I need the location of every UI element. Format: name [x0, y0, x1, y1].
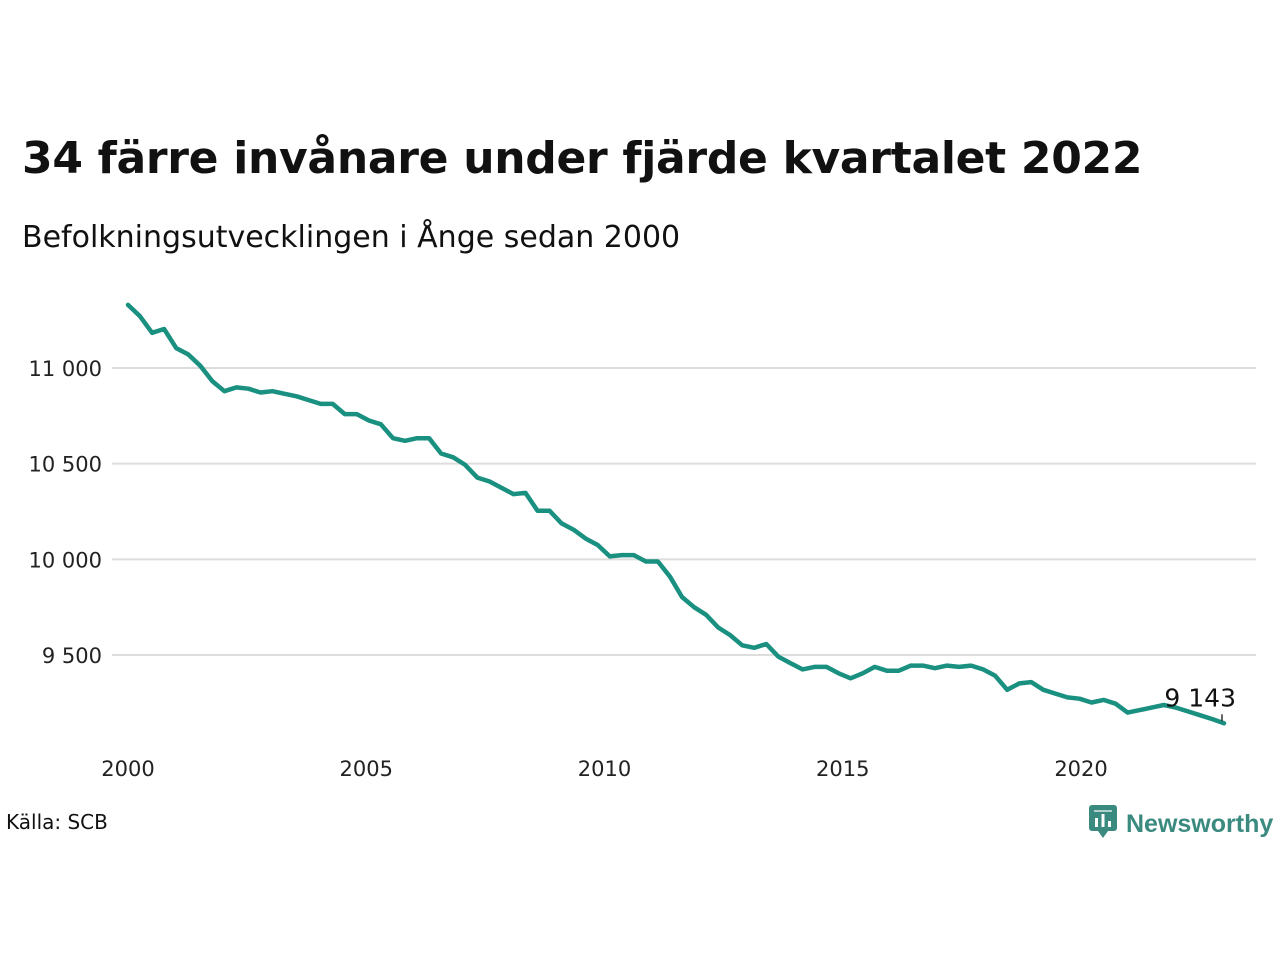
source-note: Källa: SCB: [6, 810, 108, 834]
y-tick-label: 10 500: [29, 453, 102, 477]
x-tick-label: 2010: [578, 757, 631, 781]
end-value-label: 9 143: [1164, 683, 1236, 712]
grid-lines: [112, 367, 1256, 656]
y-tick-label: 9 500: [42, 644, 102, 668]
chart-title: 34 färre invånare under fjärde kvartalet…: [22, 133, 1143, 184]
x-axis: 2000 2005 2010 2015 2020: [101, 757, 1107, 781]
newsworthy-logo[interactable]: Newsworthy: [1088, 804, 1273, 844]
y-axis: 9 500 10 000 10 500 11 000: [29, 357, 102, 668]
series-layer: [125, 302, 1227, 726]
y-tick-label: 11 000: [29, 357, 102, 381]
chart-subtitle: Befolkningsutvecklingen i Ånge sedan 200…: [22, 220, 681, 255]
x-tick-label: 2005: [340, 757, 393, 781]
x-tick-label: 2015: [816, 757, 869, 781]
newsworthy-logo-icon: [1088, 804, 1118, 844]
y-tick-label: 10 000: [29, 548, 102, 572]
population-line: [125, 302, 1227, 726]
x-tick-label: 2020: [1054, 757, 1107, 781]
brand-name: Newsworthy: [1126, 809, 1274, 838]
x-tick-label: 2000: [101, 757, 154, 781]
